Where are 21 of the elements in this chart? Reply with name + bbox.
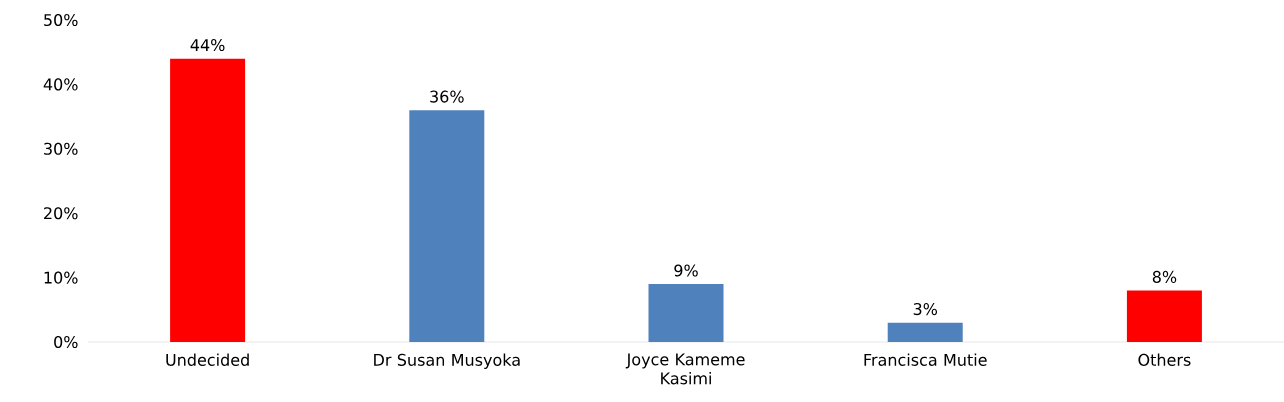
data-label: 36% [430,90,464,103]
bar [1126,290,1202,342]
y-tick-label: 20% [44,207,78,220]
data-label: 3% [913,303,938,316]
data-label: 44% [190,39,225,52]
bar [887,322,963,342]
x-tick-label: Undecided [166,353,249,366]
bar [648,284,724,342]
y-tick-label: 40% [43,78,78,91]
y-tick-label: 50% [44,13,78,27]
bar [409,110,485,342]
x-tick-label: Joyce Kameme Kasimi [625,353,745,385]
x-tick-label: Francisca Mutie [864,353,987,366]
data-label: 9% [674,264,698,277]
y-tick-label: 10% [44,271,78,284]
y-tick-label: 0% [54,335,78,349]
bar [170,58,246,342]
y-tick-label: 30% [44,142,78,155]
x-tick-label: Others [1138,353,1191,366]
data-label: 8% [1152,270,1177,283]
x-tick-label: Dr Susan Musyoka [374,353,520,370]
